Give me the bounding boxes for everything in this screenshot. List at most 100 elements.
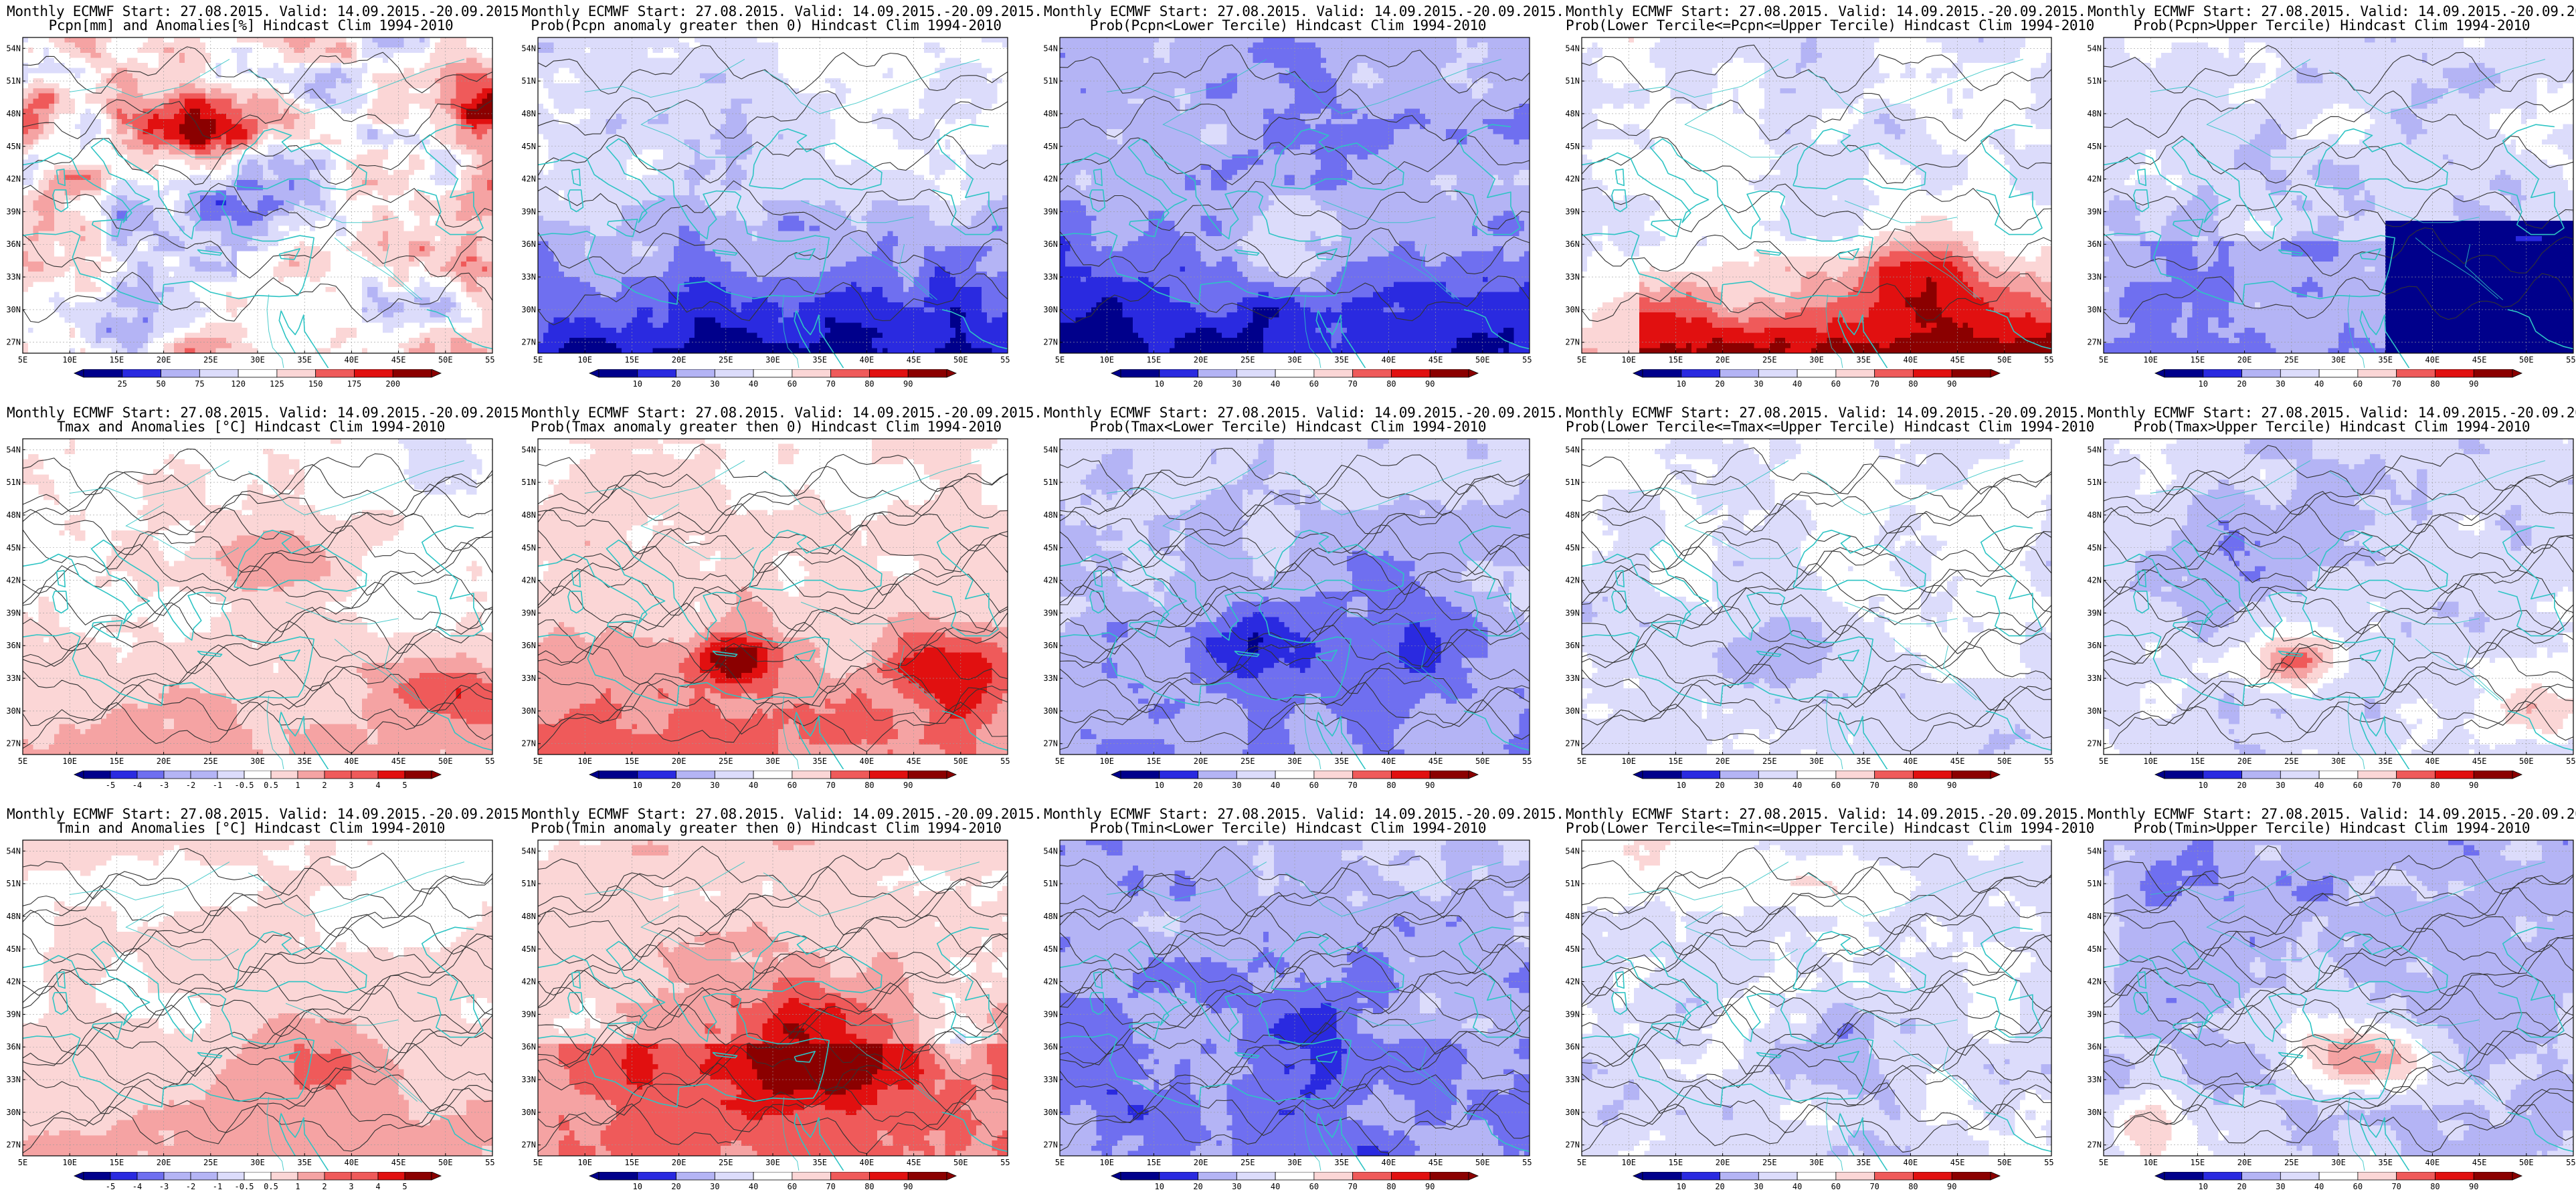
- field-shading: [1582, 37, 2052, 354]
- lon-tick-label: 5E: [533, 1158, 543, 1167]
- lat-tick-label: 39N: [1566, 608, 1580, 617]
- colorbar-label: 80: [1386, 1182, 1396, 1191]
- colorbar-label: 90: [1425, 781, 1435, 790]
- colorbar-label: 30: [1232, 781, 1241, 790]
- lat-tick-label: 54N: [7, 445, 21, 454]
- lat-tick-label: 45N: [7, 543, 21, 553]
- lat-tick-label: 48N: [522, 912, 536, 921]
- colorbar: 10 20 30 40 60 70 80 90: [1107, 771, 1482, 793]
- lat-tick-label: 27N: [1044, 338, 1058, 347]
- colorbar-label: 70: [1869, 1182, 1879, 1191]
- colorbar: 10 20 30 40 60 70 80 90: [1107, 369, 1482, 392]
- field-shading: [2104, 840, 2574, 1157]
- lat-tick-label: 36N: [522, 641, 536, 650]
- lat-tick-label: 36N: [7, 1042, 21, 1051]
- lon-tick-label: 45E: [1429, 757, 1443, 766]
- lon-tick-label: 5E: [18, 355, 27, 365]
- lat-tick-label: 30N: [7, 305, 21, 314]
- lat-tick-label: 42N: [1566, 576, 1580, 585]
- lon-tick-label: 40E: [345, 355, 359, 365]
- colorbar-label: 1: [295, 781, 300, 790]
- lon-tick-label: 45E: [1950, 355, 1965, 365]
- lat-tick-label: 33N: [1044, 272, 1058, 282]
- lon-tick-label: 25E: [2284, 355, 2299, 365]
- lat-tick-label: 33N: [1566, 1075, 1580, 1084]
- colorbar-label: -3: [159, 1182, 169, 1191]
- colorbar-label: 60: [1831, 379, 1841, 389]
- lon-tick-label: 10E: [1099, 355, 1114, 365]
- lon-tick-label: 15E: [1147, 757, 1162, 766]
- lon-tick-label: 25E: [1762, 1158, 1777, 1167]
- lon-tick-label: 30E: [1809, 355, 1824, 365]
- lon-tick-label: 15E: [1147, 355, 1162, 365]
- field-shading: [23, 37, 493, 354]
- lon-tick-label: 10E: [577, 757, 592, 766]
- colorbar-label: 80: [2430, 781, 2440, 790]
- lat-tick-label: 36N: [2088, 641, 2102, 650]
- lon-tick-label: 25E: [203, 355, 218, 365]
- lon-tick-label: 35E: [1334, 757, 1349, 766]
- lat-tick-label: 30N: [2088, 305, 2102, 314]
- colorbar-label: -0.5: [235, 781, 254, 790]
- lon-tick-label: 50E: [1997, 757, 2012, 766]
- lon-tick-label: 15E: [625, 355, 640, 365]
- lat-tick-label: 27N: [1566, 1140, 1580, 1150]
- colorbar-label: 80: [1386, 379, 1396, 389]
- colorbar-label: 30: [710, 379, 719, 389]
- lon-tick-label: 35E: [812, 757, 827, 766]
- field-shading: [1060, 439, 1530, 755]
- map-panel-3: Monthly ECMWF Start: 27.08.2015. Valid: …: [1044, 0, 1532, 401]
- colorbar-label: 80: [1908, 1182, 1918, 1191]
- lon-tick-label: 50E: [1475, 1158, 1490, 1167]
- lon-tick-label: 20E: [672, 355, 686, 365]
- lat-tick-label: 51N: [1044, 76, 1058, 86]
- lon-tick-label: 10E: [1099, 1158, 1114, 1167]
- colorbar-label: 40: [2314, 379, 2324, 389]
- lon-tick-label: 5E: [1055, 757, 1065, 766]
- lat-tick-label: 45N: [7, 142, 21, 151]
- lat-tick-label: 33N: [1044, 674, 1058, 683]
- lat-tick-label: 36N: [1566, 1042, 1580, 1051]
- lat-tick-label: 39N: [2088, 207, 2102, 216]
- panel-title-line2: Prob(Tmax>Upper Tercile) Hindcast Clim 1…: [2088, 419, 2576, 434]
- lon-tick-label: 45E: [1950, 757, 1965, 766]
- lon-tick-label: 10E: [577, 1158, 592, 1167]
- colorbar-label: 40: [749, 379, 758, 389]
- map-panel-14: Monthly ECMWF Start: 27.08.2015. Valid: …: [1566, 803, 2054, 1204]
- lat-tick-label: 51N: [1566, 879, 1580, 888]
- colorbar-label: 70: [2391, 379, 2401, 389]
- lat-tick-label: 48N: [522, 510, 536, 520]
- panel-title-line1: Monthly ECMWF Start: 27.08.2015. Valid: …: [1566, 405, 2054, 420]
- lon-tick-label: 10E: [1099, 757, 1114, 766]
- colorbar: -5 -4 -3 -2 -1 -0.5 0.5 1 2 3 4 5: [70, 1172, 445, 1195]
- lon-tick-label: 20E: [1716, 1158, 1730, 1167]
- lon-tick-label: 20E: [1716, 757, 1730, 766]
- lon-tick-label: 55E: [485, 757, 495, 766]
- lat-tick-label: 45N: [2088, 543, 2102, 553]
- colorbar-label: 40: [749, 1182, 758, 1191]
- lon-tick-label: 35E: [1334, 1158, 1349, 1167]
- lon-tick-label: 55E: [1522, 355, 1532, 365]
- colorbar-label: 40: [1792, 781, 1802, 790]
- lon-tick-label: 40E: [2425, 757, 2440, 766]
- colorbar-label: 60: [1309, 1182, 1319, 1191]
- lat-tick-label: 45N: [1044, 543, 1058, 553]
- colorbar-label: 30: [710, 781, 719, 790]
- colorbar-label: 4: [375, 1182, 380, 1191]
- lat-tick-label: 30N: [1044, 1108, 1058, 1117]
- lat-tick-label: 36N: [1566, 239, 1580, 249]
- lat-tick-label: 45N: [1566, 543, 1580, 553]
- lon-tick-label: 10E: [62, 1158, 77, 1167]
- lat-tick-label: 36N: [1044, 641, 1058, 650]
- colorbar-label: 75: [195, 379, 204, 389]
- lon-tick-label: 40E: [1904, 1158, 1918, 1167]
- lat-tick-label: 30N: [2088, 706, 2102, 716]
- lon-tick-label: 20E: [672, 757, 686, 766]
- lon-tick-label: 30E: [1287, 355, 1302, 365]
- colorbar-label: -4: [132, 781, 142, 790]
- lat-tick-label: 39N: [1044, 207, 1058, 216]
- lat-tick-label: 27N: [1566, 739, 1580, 748]
- panel-title-line1: Monthly ECMWF Start: 27.08.2015. Valid: …: [522, 4, 1010, 19]
- lat-tick-label: 45N: [1044, 142, 1058, 151]
